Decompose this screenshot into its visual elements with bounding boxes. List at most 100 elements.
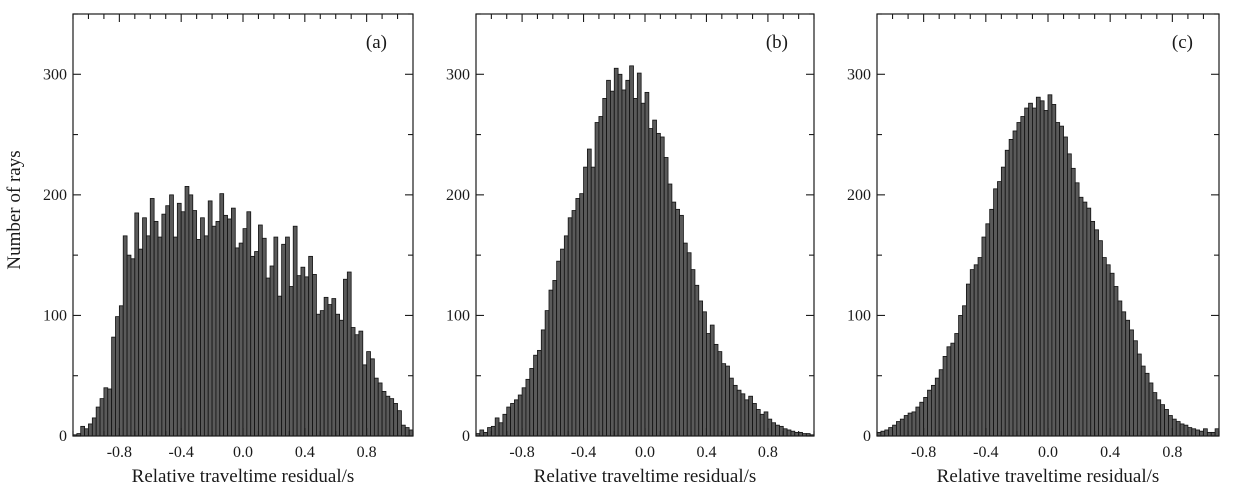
histogram-bar [107, 388, 113, 437]
histogram-bar [736, 389, 742, 437]
histogram-bar [1070, 167, 1076, 437]
histogram-bar [385, 395, 391, 437]
histogram-bar [915, 406, 921, 437]
histogram-bar [763, 411, 769, 437]
histogram-bar [671, 201, 677, 437]
histogram-bar [617, 73, 623, 437]
histogram-bar [1144, 372, 1150, 437]
histogram-bar [579, 193, 584, 437]
histogram-bar [377, 382, 383, 437]
histogram-bar [285, 236, 290, 437]
histogram-bar [1156, 399, 1162, 437]
histogram-bar [775, 424, 780, 437]
histogram-bar [744, 399, 750, 437]
histogram-bar [269, 265, 275, 437]
panel-c: -0.8 -0.4 0.0 0.4 0.8 0 100 200 300 Relative trav… [847, 13, 1220, 486]
histogram-bar [903, 415, 909, 437]
x-tick-label: -0.4 [571, 444, 596, 461]
histogram-bar [954, 333, 960, 437]
histogram-bar [207, 200, 213, 437]
histogram-bar [1195, 429, 1200, 437]
histogram-bar [544, 310, 550, 437]
histogram-bar [613, 67, 619, 437]
y-tick-label: 0 [59, 428, 67, 445]
histogram-bar [196, 239, 201, 437]
histogram-bar [548, 289, 554, 437]
histogram-bar [1020, 116, 1026, 437]
histogram-bar [1055, 122, 1061, 437]
histogram-bar [180, 211, 186, 437]
histogram-bar [725, 365, 730, 437]
histogram-bar [690, 269, 696, 437]
histogram-bar [1187, 427, 1193, 437]
histogram-bar [1004, 149, 1010, 437]
histogram-bar [923, 397, 928, 437]
histogram-bar [506, 406, 511, 437]
histogram-bar [602, 98, 607, 437]
histogram-bar [771, 422, 776, 437]
histogram-bar [397, 410, 402, 437]
panel-b: -0.8 -0.4 0.0 0.4 0.8 0 100 200 300 Relative trav… [446, 13, 815, 486]
histogram-bar [95, 406, 101, 437]
histogram-bar [950, 342, 956, 437]
panel-label: (c) [1172, 32, 1193, 53]
histogram-bar [698, 300, 704, 437]
histogram-bar [1086, 207, 1092, 437]
histogram-bar [1125, 319, 1131, 437]
histogram-bar [265, 277, 271, 437]
histogram-bar [586, 148, 592, 437]
bars-group [72, 186, 414, 437]
histogram-bar [779, 425, 784, 437]
x-axis-title: Relative traveltime residual/s [937, 466, 1160, 486]
histogram-bar [571, 210, 577, 437]
histogram-bar [1078, 196, 1084, 437]
histogram-bar [517, 394, 523, 437]
x-tick-label: 0.0 [635, 444, 655, 461]
y-axis-title: Number of rays [4, 150, 25, 269]
histogram-bar [997, 181, 1002, 437]
histogram-bar [1051, 104, 1057, 437]
bars-group [475, 65, 815, 437]
bars-group [876, 94, 1220, 437]
histogram-bar [782, 428, 788, 437]
histogram-bar [755, 409, 761, 437]
y-tick-label: 100 [43, 307, 67, 324]
histogram-bar [1012, 130, 1018, 437]
histogram-bar [1199, 430, 1204, 437]
histogram-bar [227, 218, 232, 437]
histogram-bar [366, 351, 371, 437]
histogram-bar [487, 427, 492, 437]
histogram-bar [1028, 102, 1033, 437]
panel-label: (b) [766, 32, 788, 53]
histogram-bar [888, 427, 893, 437]
histogram-bar [343, 278, 348, 437]
y-tick-label: 300 [847, 66, 871, 83]
histogram-bar [261, 237, 267, 437]
histogram-bar [598, 116, 604, 437]
histogram-bar [84, 428, 89, 437]
x-tick-label: 0.4 [1100, 444, 1120, 461]
histogram-bar [1032, 107, 1037, 437]
histogram-bar [126, 254, 132, 437]
histogram-bar [510, 403, 515, 437]
histogram-bar [652, 119, 657, 437]
histogram-bar [300, 266, 306, 437]
histogram-bar [234, 247, 240, 437]
histogram-bar [331, 298, 337, 437]
histogram-bar [752, 403, 757, 437]
histogram-bar [1148, 382, 1154, 437]
histogram-bar [335, 313, 340, 437]
histogram-bar [103, 387, 109, 437]
histogram-bar [1136, 353, 1142, 437]
histogram-bar [173, 236, 178, 437]
histogram-bar [308, 255, 313, 437]
histogram-bar [1117, 300, 1123, 437]
histogram-bar [1008, 138, 1014, 437]
histogram-bar [319, 310, 325, 437]
histogram-bar [1203, 428, 1208, 437]
histogram-bar [656, 132, 661, 437]
histogram-bar [358, 330, 364, 437]
histogram-bar [502, 413, 508, 437]
histogram-bar [149, 198, 155, 437]
histogram-bar [625, 79, 631, 437]
